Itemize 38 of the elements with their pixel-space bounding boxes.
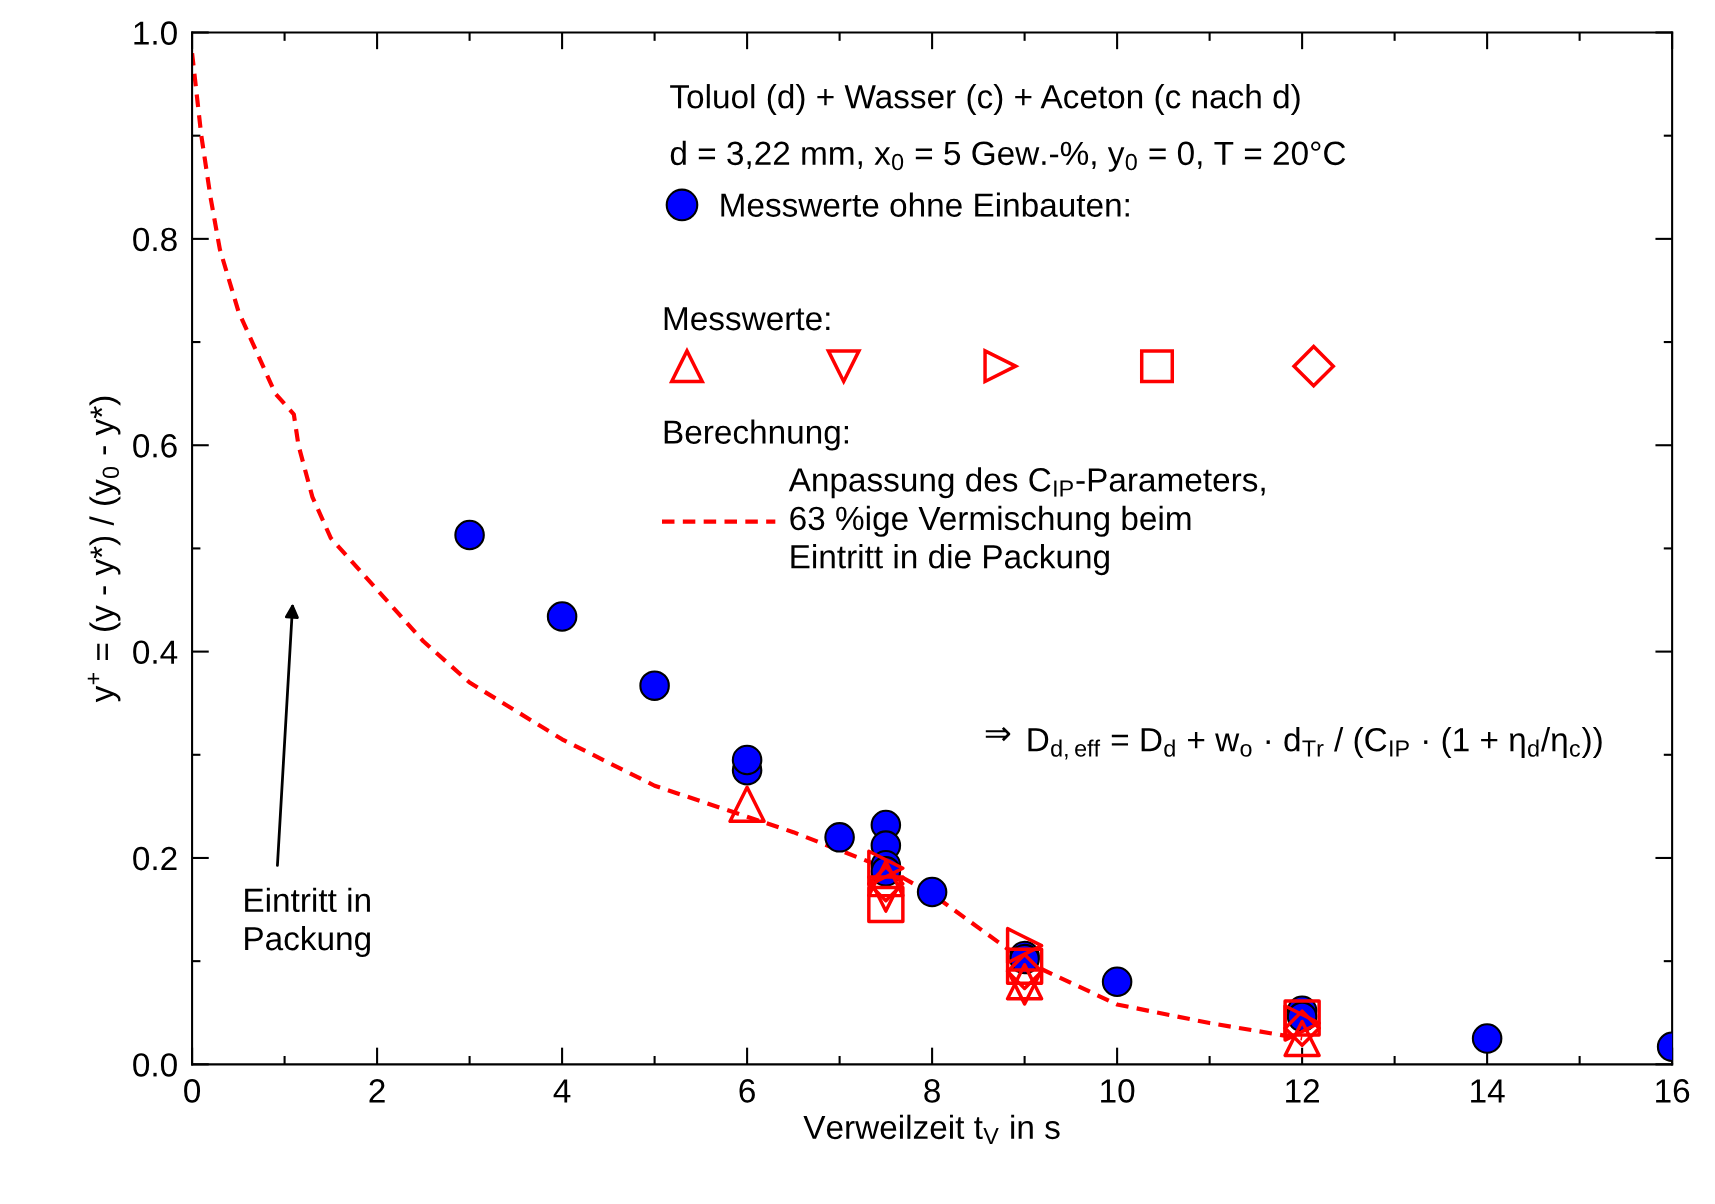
- y-axis-title: y$^{+}$ = (y - y*) / (y$_{0}$ - y*): [87, 396, 121, 703]
- x-tick-label: 14: [1471, 1079, 1505, 1103]
- x-tick-label: 2: [369, 1079, 385, 1103]
- text: ⇒ D$_{d,eff}$ = D$_{d}$ + w$_{o}$ · d$_{Tr}$ / (C$_{IP}$ · (1 + η$_{d}$/η$_{c}$)): [985, 726, 1602, 760]
- x-tick-label: 16: [1656, 1079, 1690, 1103]
- x-axis-title: Verweilzeit t$_{V}$ in s: [803, 1114, 1060, 1145]
- point: [546, 601, 578, 632]
- y-tick-label: 0.0: [133, 1053, 177, 1077]
- point: [639, 670, 670, 701]
- point: [867, 849, 905, 888]
- point: [1005, 926, 1044, 965]
- annotation: Messwerte:: [664, 307, 830, 331]
- point: [728, 785, 766, 824]
- point: [824, 822, 855, 853]
- y-tick-label: 1.0: [134, 21, 177, 45]
- annotation: Eintritt in Packung: [245, 887, 370, 958]
- x-tick-label: 12: [1286, 1079, 1319, 1103]
- legend-label: Messwerte ohne Einbauten:: [721, 192, 1129, 217]
- y-tick-label: 0.8: [133, 227, 177, 252]
- point: [1283, 1019, 1321, 1058]
- point: [454, 519, 485, 551]
- y-tick-label: 0.6: [133, 434, 177, 458]
- point: [867, 885, 905, 924]
- annotation: d = 3,22 mm, x$_{0}$ = 5 Gew.-%, y$_{0}$ = 0, T = 20°C: [670, 140, 1346, 172]
- x-tick-label: 0: [184, 1079, 201, 1103]
- legend-label: Anpassung des C$_{IP}$-Parameters, 63 %ige Vermischung beim Eintritt in die Packung: [788, 467, 1265, 576]
- point: [731, 744, 763, 776]
- point: [1101, 966, 1133, 998]
- annotation: Berechnung:: [664, 419, 848, 451]
- x-tick-label: 10: [1101, 1079, 1135, 1103]
- point: [916, 876, 948, 908]
- x-tick-label: 4: [553, 1079, 571, 1103]
- point: [1471, 1023, 1503, 1054]
- y-tick-label: 0.2: [133, 846, 177, 871]
- annotation: Toluol (d) + Wasser (c) + Aceton (c nach d): [670, 84, 1300, 116]
- x-tick-label: 8: [924, 1079, 940, 1103]
- y-tick-label: 0.4: [133, 640, 178, 665]
- x-tick-label: 6: [739, 1079, 755, 1103]
